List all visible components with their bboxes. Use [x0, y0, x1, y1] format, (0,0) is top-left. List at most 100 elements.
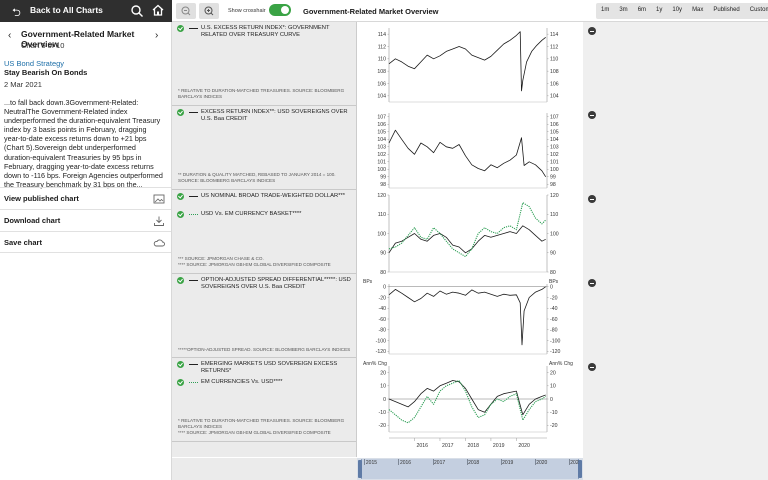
- save-chart-button[interactable]: Save chart: [0, 231, 171, 253]
- time-navigator[interactable]: 2015 2016 2017 2018 2019 2020 202: [357, 458, 583, 480]
- report-category[interactable]: US Bond Strategy: [4, 59, 65, 68]
- legend-item[interactable]: U.S. EXCESS RETURN INDEX*: GOVERNMENT RE…: [177, 25, 353, 39]
- navigator-year-label: 202: [570, 460, 579, 466]
- navigator-right-handle[interactable]: [578, 460, 582, 478]
- search-icon[interactable]: [130, 4, 144, 18]
- navigator-left-handle[interactable]: [358, 460, 362, 478]
- solid-line-swatch: [189, 364, 198, 365]
- y-tick-label-left: 105: [377, 130, 386, 136]
- y-tick-label-right: 0: [550, 284, 553, 290]
- right-gutter: [583, 22, 768, 480]
- y-tick-label-right: 110: [550, 212, 558, 218]
- y-tick-label-left: 106: [377, 81, 386, 87]
- y-tick-label-right: 100: [550, 167, 559, 173]
- navigator-tick-mark: [500, 459, 502, 465]
- download-chart-button[interactable]: Download chart: [0, 209, 171, 231]
- time-range-selector: 1m 3m 6m 1y 10y Max Published Custom: [596, 3, 768, 19]
- y-tick-label-left: -60: [379, 317, 387, 323]
- y-axis-label-right: Ann% Chg: [549, 361, 573, 367]
- legend-item[interactable]: EM CURRENCIES Vs. USD****: [177, 379, 353, 386]
- legend-item[interactable]: EMERGING MARKETS USD SOVEREIGN EXCESS RE…: [177, 361, 353, 375]
- y-tick-label-right: 120: [550, 193, 559, 199]
- action-label: Save chart: [4, 238, 42, 247]
- y-tick-label-right: 114: [550, 32, 558, 38]
- y-tick-label-right: -60: [550, 317, 558, 323]
- y-tick-label-right: 98: [550, 182, 556, 188]
- panel-collapse-icon[interactable]: [588, 27, 596, 35]
- navigator-tick-mark: [432, 459, 434, 465]
- panel-collapse-icon[interactable]: [588, 111, 596, 119]
- cloud-icon: [153, 239, 165, 247]
- chart-area[interactable]: 104 104 106 106 108 108 110 110 112 112 114 114 98 98…: [357, 22, 583, 458]
- range-3m-button[interactable]: 3m: [619, 7, 628, 13]
- y-tick-label-right: 112: [550, 44, 558, 50]
- legend-item[interactable]: USD Vs. EM CURRENCY BASKET****: [177, 211, 353, 218]
- top-navigation-bar: ⮌ Back to All Charts: [0, 0, 172, 22]
- panel-collapse-icon[interactable]: [588, 195, 596, 203]
- previous-chart-chevron-icon[interactable]: ‹: [8, 30, 12, 41]
- y-tick-label-left: 100: [377, 167, 386, 173]
- home-icon[interactable]: [151, 3, 165, 17]
- range-1y-button[interactable]: 1y: [656, 7, 663, 13]
- range-6m-button[interactable]: 6m: [637, 7, 647, 13]
- zoom-in-button[interactable]: [199, 3, 219, 19]
- chart-5-series-1-line: [388, 380, 546, 416]
- y-tick-label-left: 114: [378, 32, 386, 38]
- range-custom-button[interactable]: Custom: [749, 7, 768, 13]
- y-tick-label-right: 104: [550, 94, 559, 100]
- chart-1-series-1-line: [388, 31, 546, 92]
- checkmark-icon[interactable]: [177, 25, 184, 32]
- y-tick-label-left: 110: [378, 212, 386, 218]
- x-tick-label: 2016: [416, 443, 428, 449]
- navigator-tick-mark: [398, 459, 400, 465]
- y-tick-label-left: 98: [380, 182, 386, 188]
- zoom-out-button[interactable]: [176, 3, 196, 19]
- y-tick-label-left: 0: [383, 397, 386, 403]
- range-1m-button[interactable]: 1m: [601, 7, 610, 13]
- checkmark-icon[interactable]: [177, 109, 184, 116]
- legend-source-note: * RELATIVE TO DURATION-MATCHED TREASURIE…: [178, 418, 345, 435]
- y-tick-label-right: 103: [550, 145, 559, 151]
- legend-label: EM CURRENCIES Vs. USD****: [201, 379, 283, 385]
- panel-collapse-icon[interactable]: [588, 279, 596, 287]
- panel-collapse-icon[interactable]: [588, 363, 596, 371]
- y-tick-label-left: 80: [380, 270, 386, 276]
- y-tick-label-right: 80: [550, 270, 556, 276]
- legend-column: U.S. EXCESS RETURN INDEX*: GOVERNMENT RE…: [172, 22, 357, 457]
- navigator-year-label: 2019: [502, 460, 514, 466]
- legend-panel-3: US NOMINAL BROAD TRADE-WEIGHTED DOLLAR**…: [172, 190, 356, 274]
- y-tick-label-right: -40: [550, 306, 558, 312]
- navigator-year-label: 2015: [365, 460, 378, 466]
- checkmark-icon[interactable]: [177, 361, 184, 368]
- navigator-year-label: 2020: [536, 460, 548, 466]
- checkmark-icon[interactable]: [177, 193, 184, 200]
- y-tick-label-left: 112: [378, 44, 386, 50]
- back-to-all-charts-link[interactable]: Back to All Charts: [30, 5, 103, 15]
- checkmark-icon[interactable]: [177, 277, 184, 284]
- crosshair-toggle[interactable]: [269, 4, 291, 16]
- y-tick-label-right: 0: [550, 397, 553, 403]
- checkmark-icon[interactable]: [177, 379, 184, 386]
- back-arrow-icon[interactable]: ⮌: [12, 7, 21, 19]
- navigator-year-label: 2016: [399, 460, 412, 466]
- y-tick-label-left: 107: [377, 115, 386, 121]
- range-published-button[interactable]: Published: [713, 7, 740, 13]
- navigator-year-label: 2017: [434, 460, 446, 466]
- legend-item[interactable]: US NOMINAL BROAD TRADE-WEIGHTED DOLLAR**…: [177, 193, 353, 200]
- legend-item[interactable]: EXCESS RETURN INDEX**: USD SOVEREIGNS OV…: [177, 109, 353, 123]
- navigator-tick-mark: [568, 459, 570, 465]
- stacked-line-charts[interactable]: 104 104 106 106 108 108 110 110 112 112 114 114 98 98…: [357, 22, 583, 458]
- view-published-chart-button[interactable]: View published chart: [0, 187, 171, 209]
- chart-2-series-1-line: [388, 129, 547, 178]
- range-max-button[interactable]: Max: [692, 7, 704, 13]
- x-tick-label: 2020: [518, 443, 530, 449]
- legend-item[interactable]: OPTION-ADJUSTED SPREAD DIFFERENTIAL*****…: [177, 277, 353, 291]
- chart-title: Government-Related Market Overview: [21, 29, 135, 49]
- image-icon: [153, 194, 165, 204]
- chart-3-series-2-line: [388, 202, 547, 258]
- checkmark-icon[interactable]: [177, 211, 184, 218]
- range-10y-button[interactable]: 10y: [672, 7, 683, 13]
- next-chart-chevron-icon[interactable]: ›: [155, 30, 159, 41]
- y-tick-label-left: -120: [376, 349, 386, 355]
- y-tick-label-left: -40: [379, 306, 387, 312]
